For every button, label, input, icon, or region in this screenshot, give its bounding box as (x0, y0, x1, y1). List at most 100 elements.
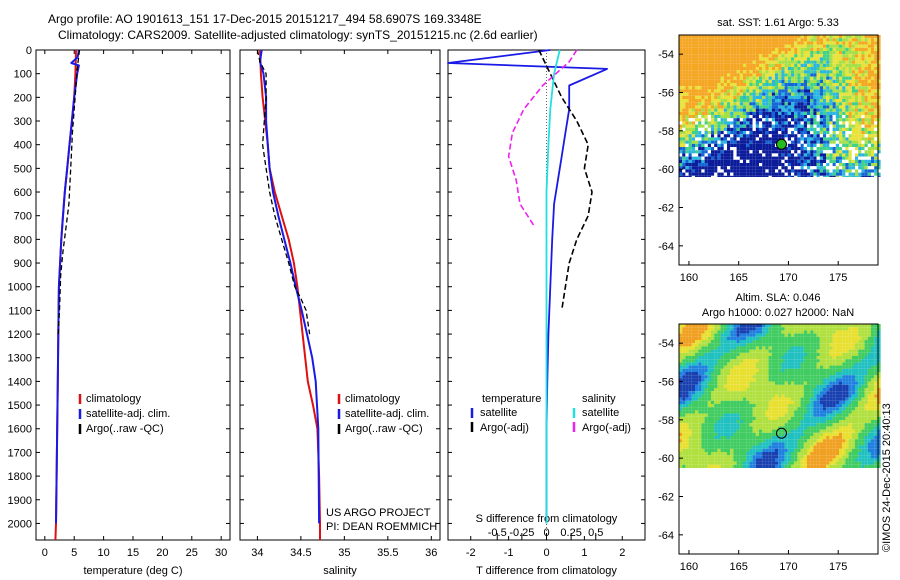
sla-heatmap-cell (823, 384, 827, 388)
sla-heatmap-cell (810, 352, 814, 356)
sla-heatmap-cell (749, 324, 753, 328)
sst-heatmap-cell (727, 44, 731, 48)
sst-heatmap-cell (855, 57, 859, 61)
sst-heatmap-cell (867, 47, 871, 51)
sst-heatmap-cell (695, 169, 699, 173)
sla-heatmap-cell (727, 410, 731, 414)
sst-heatmap-cell (867, 121, 871, 125)
sst-heatmap-cell (698, 150, 702, 154)
sst-heatmap-cell (791, 51, 795, 55)
sst-heatmap-cell (771, 70, 775, 74)
sla-heatmap-cell (717, 404, 721, 408)
sst-heatmap-cell (765, 131, 769, 135)
sla-heatmap-cell (733, 336, 737, 340)
sla-heatmap-cell (794, 391, 798, 395)
sla-heatmap-cell (867, 384, 871, 388)
sla-heatmap-cell (704, 343, 708, 347)
sla-heatmap-cell (736, 349, 740, 353)
sst-heatmap-cell (835, 134, 839, 138)
sst-heatmap-cell (711, 163, 715, 167)
sla-heatmap-cell (682, 381, 686, 385)
sst-heatmap-cell (685, 86, 689, 90)
sst-heatmap-cell (791, 47, 795, 51)
sla-heatmap-cell (771, 346, 775, 350)
sla-heatmap-cell (775, 410, 779, 414)
sla-heatmap-cell (736, 400, 740, 404)
sla-heatmap-cell (695, 391, 699, 395)
sla-heatmap-cell (739, 407, 743, 411)
sst-heatmap-cell (835, 156, 839, 160)
sla-heatmap-cell (813, 397, 817, 401)
sst-heatmap-cell (829, 99, 833, 103)
sst-heatmap-cell (771, 134, 775, 138)
sst-heatmap-cell (736, 102, 740, 106)
sst-heatmap-cell (771, 35, 775, 39)
sst-heatmap-cell (778, 166, 782, 170)
sst-heatmap-cell (810, 41, 814, 45)
sla-heatmap-cell (765, 349, 769, 353)
sla-heatmap-cell (819, 346, 823, 350)
sst-heatmap-cell (839, 89, 843, 93)
sla-heatmap-cell (727, 340, 731, 344)
sla-heatmap-cell (743, 404, 747, 408)
sst-heatmap-cell (765, 35, 769, 39)
sst-heatmap-cell (848, 92, 852, 96)
sst-heatmap-cell (816, 63, 820, 67)
sst-heatmap-cell (845, 92, 849, 96)
sla-heatmap-cell (835, 400, 839, 404)
sst-heatmap-cell (685, 163, 689, 167)
sst-heatmap-cell (832, 166, 836, 170)
sst-heatmap-cell (711, 108, 715, 112)
sst-heatmap-cell (775, 134, 779, 138)
sla-heatmap-cell (791, 330, 795, 334)
sst-heatmap-cell (723, 67, 727, 71)
sst-heatmap-cell (823, 175, 827, 177)
sst-heatmap-cell (781, 124, 785, 128)
sla-heatmap-cell (791, 340, 795, 344)
sst-heatmap-cell (743, 41, 747, 45)
sst-heatmap-cell (823, 156, 827, 160)
sst-heatmap-cell (864, 159, 868, 163)
sla-heatmap-cell (775, 356, 779, 360)
sst-heatmap-cell (755, 102, 759, 106)
temp-ytick-label: 1000 (8, 282, 32, 294)
sla-heatmap-cell (717, 407, 721, 411)
sst-heatmap-cell (851, 41, 855, 45)
sst-heatmap-cell (762, 73, 766, 77)
sst-heatmap-cell (691, 134, 695, 138)
sst-heatmap-cell (858, 166, 862, 170)
sst-heatmap-cell (739, 140, 743, 144)
sla-heatmap-cell (864, 336, 868, 340)
sst-heatmap-cell (691, 41, 695, 45)
sla-heatmap-cell (851, 359, 855, 363)
sst-heatmap-cell (855, 127, 859, 131)
sst-heatmap-cell (794, 60, 798, 64)
sst-heatmap-cell (787, 121, 791, 125)
sst-heatmap-cell (826, 83, 830, 87)
sla-heatmap-cell (685, 346, 689, 350)
sla-heatmap-cell (739, 324, 743, 328)
sla-heatmap-cell (749, 381, 753, 385)
sla-heatmap-cell (835, 381, 839, 385)
sst-heatmap-cell (698, 134, 702, 138)
sla-heatmap-cell (749, 362, 753, 366)
sst-heatmap-cell (826, 172, 830, 176)
sla-heatmap-cell (733, 391, 737, 395)
sst-heatmap-cell (839, 134, 843, 138)
sst-heatmap-cell (736, 105, 740, 109)
sst-heatmap-cell (727, 102, 731, 106)
sst-heatmap-cell (842, 89, 846, 93)
sla-heatmap-cell (794, 365, 798, 369)
sst-heatmap-cell (707, 89, 711, 93)
sst-heatmap-cell (842, 51, 846, 55)
sla-heatmap-cell (714, 378, 718, 382)
sst-heatmap-cell (733, 47, 737, 51)
sla-heatmap-cell (871, 324, 875, 328)
sla-heatmap-cell (787, 388, 791, 392)
sst-heatmap-cell (755, 143, 759, 147)
sst-heatmap-cell (771, 92, 775, 96)
sst-heatmap-cell (685, 140, 689, 144)
sla-heatmap-cell (845, 391, 849, 395)
sst-heatmap-cell (800, 63, 804, 67)
sst-heatmap-cell (733, 121, 737, 125)
